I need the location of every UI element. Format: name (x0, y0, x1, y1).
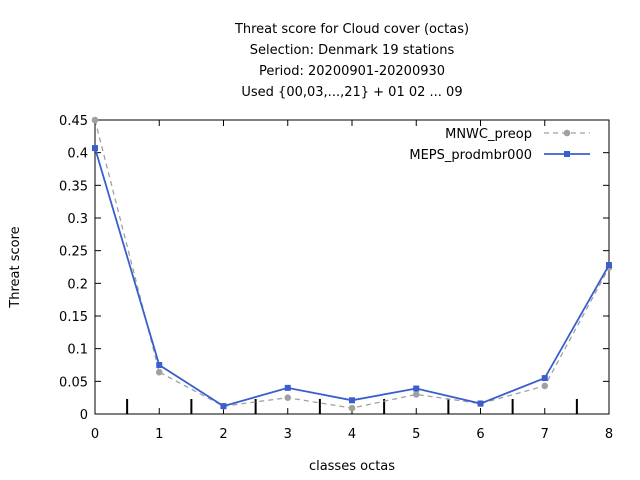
series-layer (91, 116, 613, 412)
data-point (412, 391, 420, 398)
title-line-1: Threat score for Cloud cover (octas) (234, 22, 469, 37)
x-tick-label: 3 (284, 427, 292, 442)
title-line-2: Selection: Denmark 19 stations (250, 43, 455, 58)
data-point (413, 385, 420, 392)
data-point (606, 262, 612, 269)
y-tick-label: 0.2 (67, 277, 88, 292)
x-tick-label: 8 (605, 427, 613, 442)
legend: MNWC_preop MEPS_prodmbr000 (409, 127, 590, 163)
y-tick-label: 0.05 (59, 375, 88, 390)
series-meps-prodmbr000 (92, 145, 612, 410)
data-point (541, 375, 548, 382)
y-axis-label: Threat score (8, 226, 23, 308)
data-point (284, 394, 292, 401)
x-tick-label: 5 (412, 427, 420, 442)
legend-label-mnwc: MNWC_preop (445, 127, 532, 142)
title-line-4: Used {00,03,...,21} + 01 02 ... 09 (241, 85, 462, 100)
chart-title: Threat score for Cloud cover (octas) Sel… (234, 22, 469, 100)
data-point (349, 397, 355, 404)
data-point (541, 382, 549, 390)
legend-sample-mnwc (544, 129, 590, 137)
y-tick-label: 0.15 (59, 310, 88, 325)
plot-frame (94, 119, 610, 415)
x-tick-label: 1 (155, 427, 163, 442)
data-point (284, 384, 291, 391)
y-tick-label: 0.4 (67, 147, 88, 162)
y-tick-label: 0.35 (59, 179, 88, 194)
series-line (94, 147, 610, 408)
title-line-3: Period: 20200901-20200930 (259, 64, 445, 79)
x-tick-label: 0 (91, 427, 99, 442)
y-tick-label: 0.25 (59, 245, 88, 260)
series-line (94, 119, 610, 409)
legend-sample-meps (544, 151, 590, 157)
data-point (91, 116, 99, 124)
data-point (220, 403, 227, 410)
y-axis: 0 0.05 0.1 0.15 0.2 0.25 0.3 0.35 0.4 0.45 (59, 114, 609, 423)
series-mnwc-preop (91, 116, 613, 412)
y-tick-label: 0.45 (59, 114, 88, 129)
legend-marker (563, 129, 571, 137)
data-point (348, 404, 356, 412)
x-tick-label: 6 (476, 427, 484, 442)
x-tick-label: 2 (219, 427, 227, 442)
y-tick-label: 0 (80, 408, 88, 423)
x-tick-label: 4 (348, 427, 356, 442)
data-point (156, 362, 163, 368)
y-tick-label: 0.1 (67, 343, 88, 358)
y-tick-label: 0.3 (67, 212, 88, 227)
x-tick-label: 7 (541, 427, 549, 442)
x-axis-label: classes octas (309, 459, 395, 474)
data-point (477, 400, 484, 407)
legend-label-meps: MEPS_prodmbr000 (409, 148, 532, 163)
data-point (92, 145, 98, 152)
x-axis: 0 1 2 3 4 5 6 7 8 (91, 120, 613, 442)
legend-marker (564, 151, 570, 157)
data-point (155, 368, 163, 376)
